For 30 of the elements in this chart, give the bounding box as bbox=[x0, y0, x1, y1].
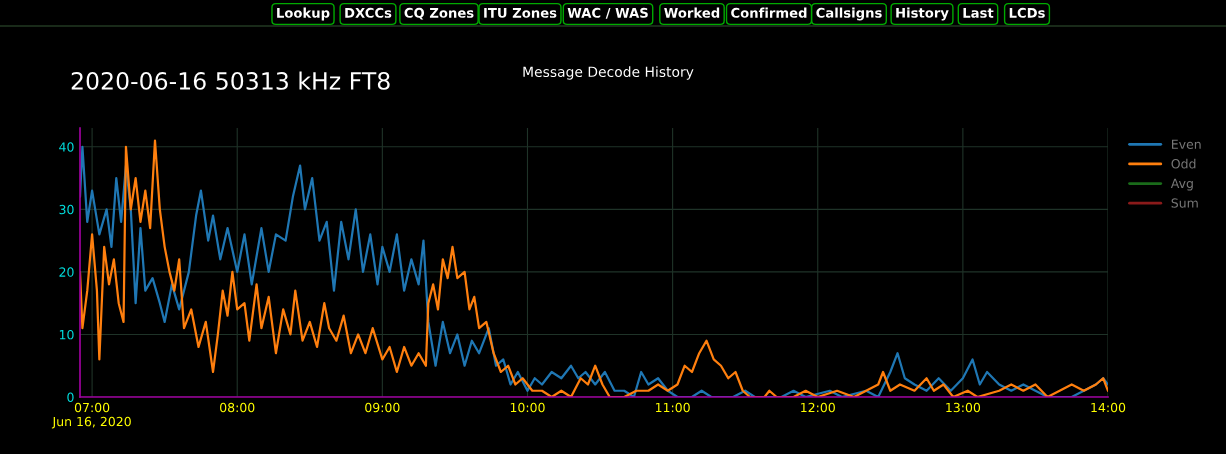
chart-subtitle: 2020-06-16 50313 kHz FT8 bbox=[71, 71, 390, 90]
x-tick-label: 13:00 bbox=[946, 402, 981, 413]
y-tick-label: 20 bbox=[59, 267, 74, 277]
text: ITU Zones bbox=[484, 8, 557, 18]
text: LCDs bbox=[1009, 7, 1045, 18]
legend-label: Odd bbox=[1171, 158, 1196, 169]
legend-label: Even bbox=[1172, 139, 1201, 149]
chart-title: Message Decode History bbox=[523, 66, 694, 80]
x-tick-label: 10:00 bbox=[510, 402, 545, 413]
legend-label: Sum bbox=[1171, 198, 1198, 208]
legend-label: Avg bbox=[1170, 178, 1193, 191]
text: Callsigns bbox=[816, 7, 882, 21]
x-tick-label: 11:00 bbox=[655, 402, 690, 413]
y-tick-label: 10 bbox=[59, 329, 74, 340]
text: Worked bbox=[664, 7, 720, 18]
text: DXCCs bbox=[345, 7, 392, 18]
text: Last bbox=[963, 8, 994, 18]
text: Lookup bbox=[277, 7, 330, 21]
text: Confirmed bbox=[731, 7, 807, 18]
text: History bbox=[896, 7, 949, 21]
y-tick-label: 40 bbox=[59, 142, 74, 152]
x-tick-label: 12:00 bbox=[801, 402, 835, 413]
y-tick-label: 0 bbox=[67, 392, 74, 402]
y-tick-label: 30 bbox=[59, 204, 74, 215]
x-tick-label: 07:00 Jun 16, 2020 bbox=[51, 402, 131, 429]
text: WAC / WAS bbox=[567, 7, 648, 19]
x-tick-label: 08:00 bbox=[220, 402, 255, 413]
x-tick-label: 09:00 bbox=[365, 402, 400, 413]
text: CQ Zones bbox=[404, 7, 474, 20]
x-tick-label: 14:00 bbox=[1091, 402, 1126, 413]
